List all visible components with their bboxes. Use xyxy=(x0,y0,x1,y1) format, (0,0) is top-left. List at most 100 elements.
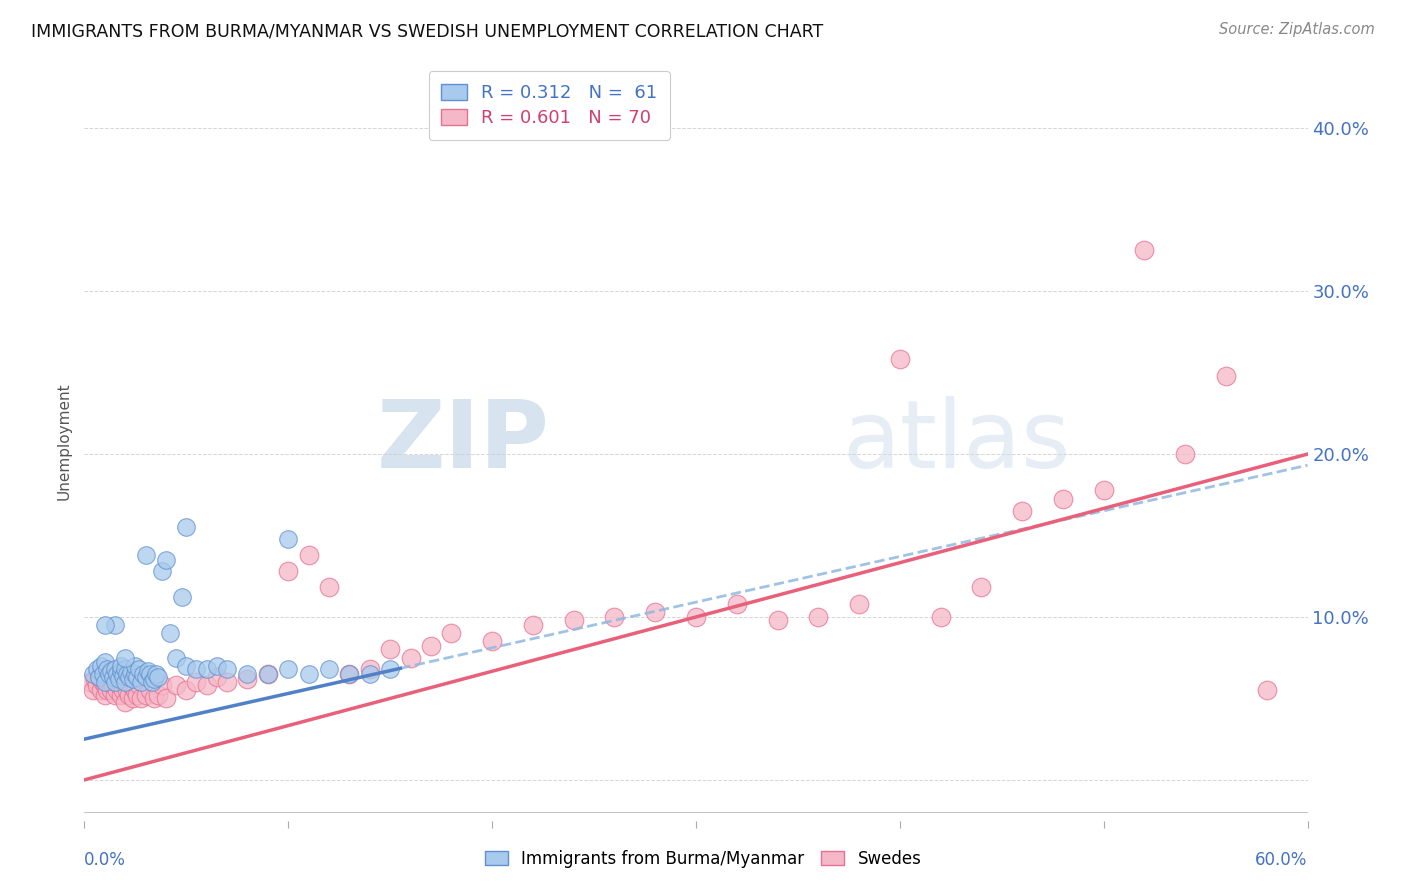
Point xyxy=(120,665,142,680)
Point xyxy=(298,548,321,562)
Point xyxy=(848,597,870,611)
Point xyxy=(105,683,128,698)
Point xyxy=(91,666,114,681)
Point xyxy=(112,668,135,682)
Point xyxy=(82,666,104,681)
Point xyxy=(138,666,160,681)
Point xyxy=(257,666,280,681)
Text: Source: ZipAtlas.com: Source: ZipAtlas.com xyxy=(1219,22,1375,37)
Point xyxy=(131,675,153,690)
Point xyxy=(172,591,194,605)
Point xyxy=(124,658,146,673)
Point xyxy=(970,581,993,595)
Point xyxy=(644,605,666,619)
Point xyxy=(127,688,149,702)
Point xyxy=(339,666,361,681)
Point xyxy=(174,658,197,673)
Point xyxy=(685,610,707,624)
Point xyxy=(104,675,127,690)
Point xyxy=(79,675,101,690)
Point xyxy=(108,678,131,692)
Point xyxy=(104,662,127,676)
Point xyxy=(929,610,952,624)
Point xyxy=(83,672,105,686)
Point xyxy=(481,634,503,648)
Point xyxy=(399,650,422,665)
Point xyxy=(236,672,259,686)
Point xyxy=(440,626,463,640)
Point xyxy=(889,352,911,367)
Point xyxy=(146,670,169,684)
Point xyxy=(150,678,173,692)
Point xyxy=(298,666,321,681)
Y-axis label: Unemployment: Unemployment xyxy=(56,383,72,500)
Point xyxy=(110,688,132,702)
Point xyxy=(165,650,187,665)
Point xyxy=(142,672,165,686)
Point xyxy=(120,678,142,692)
Point xyxy=(562,613,585,627)
Point xyxy=(277,564,299,578)
Point xyxy=(217,675,239,690)
Point xyxy=(97,666,120,681)
Point xyxy=(195,678,218,692)
Point xyxy=(145,666,167,681)
Point xyxy=(135,670,157,684)
Point xyxy=(90,658,112,673)
Point xyxy=(90,683,112,698)
Point xyxy=(318,662,340,676)
Point xyxy=(87,670,110,684)
Point xyxy=(112,683,135,698)
Point xyxy=(93,688,115,702)
Point xyxy=(1174,447,1197,461)
Point xyxy=(236,666,259,681)
Point xyxy=(174,683,197,698)
Point xyxy=(186,675,208,690)
Point xyxy=(115,666,138,681)
Point xyxy=(100,683,122,698)
Point xyxy=(104,688,127,702)
Point xyxy=(128,678,150,692)
Point xyxy=(122,672,145,686)
Point xyxy=(380,662,402,676)
Point xyxy=(105,666,128,681)
Point xyxy=(135,688,157,702)
Point xyxy=(807,610,830,624)
Point xyxy=(159,626,181,640)
Point xyxy=(91,675,114,690)
Point xyxy=(110,664,132,678)
Point xyxy=(93,656,115,670)
Point xyxy=(725,597,748,611)
Point xyxy=(118,670,141,684)
Point xyxy=(114,662,136,676)
Point xyxy=(128,662,150,676)
Point xyxy=(142,691,165,706)
Point xyxy=(141,675,163,690)
Point xyxy=(93,678,115,692)
Point xyxy=(132,666,155,681)
Text: IMMIGRANTS FROM BURMA/MYANMAR VS SWEDISH UNEMPLOYMENT CORRELATION CHART: IMMIGRANTS FROM BURMA/MYANMAR VS SWEDISH… xyxy=(31,22,823,40)
Point xyxy=(138,683,160,698)
Point xyxy=(115,683,138,698)
Point xyxy=(186,662,208,676)
Point xyxy=(127,670,149,684)
Point xyxy=(205,670,228,684)
Point xyxy=(1011,504,1033,518)
Point xyxy=(1052,492,1074,507)
Point xyxy=(104,618,127,632)
Point xyxy=(217,662,239,676)
Point xyxy=(82,683,104,698)
Point xyxy=(86,662,108,676)
Point xyxy=(124,683,146,698)
Point xyxy=(150,564,173,578)
Point xyxy=(86,678,108,692)
Text: 60.0%: 60.0% xyxy=(1256,851,1308,869)
Point xyxy=(155,553,177,567)
Point xyxy=(1133,243,1156,257)
Point xyxy=(257,666,280,681)
Point xyxy=(1215,368,1237,383)
Point xyxy=(318,581,340,595)
Point xyxy=(131,691,153,706)
Point xyxy=(420,639,443,653)
Point xyxy=(155,691,177,706)
